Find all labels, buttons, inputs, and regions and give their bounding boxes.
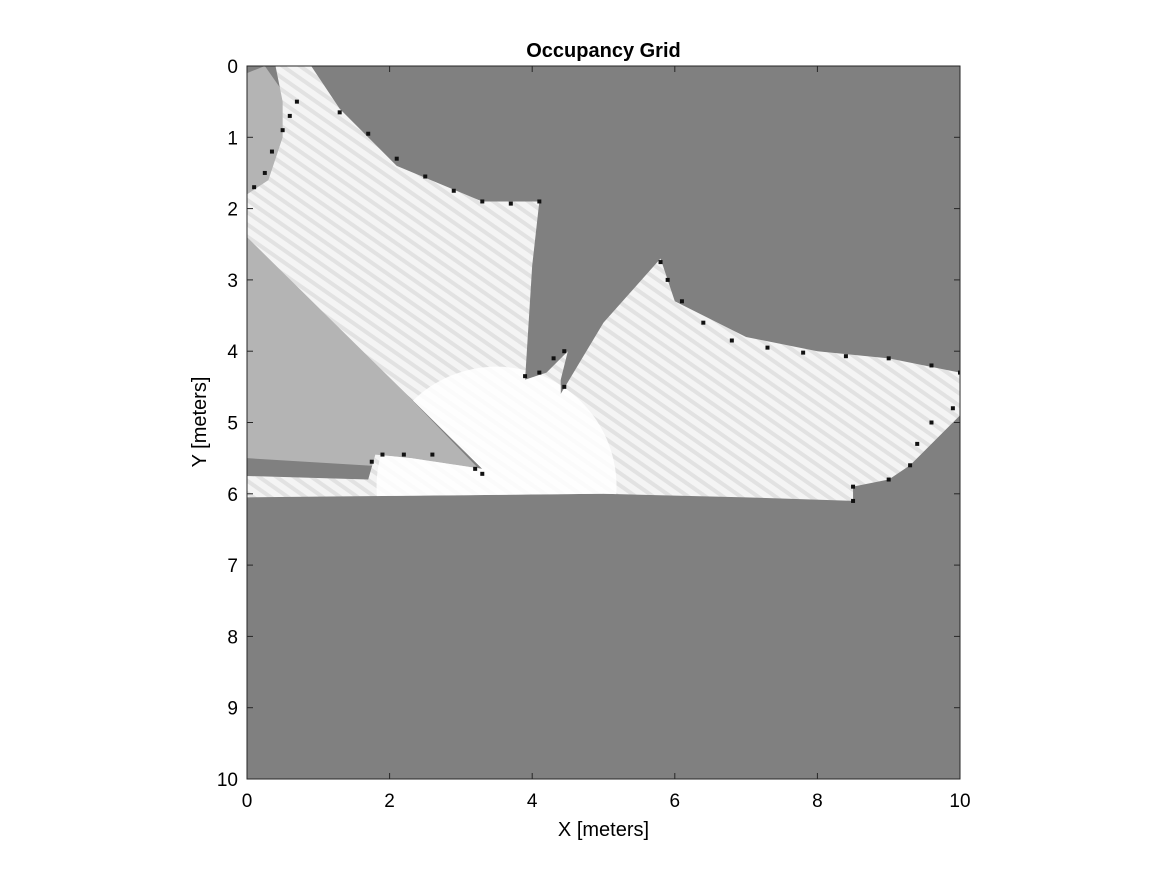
y-axis-label: Y [meters] [189,377,211,468]
y-tick-label: 6 [227,485,238,506]
x-tick-label: 0 [242,791,253,812]
occupied-cell [480,199,485,204]
occupied-cell [394,156,399,161]
occupied-cell [908,463,913,468]
occupied-cell [262,170,267,175]
y-tick-label: 9 [227,699,238,720]
chart-title: Occupancy Grid [526,40,681,62]
y-tick-label: 1 [227,128,238,149]
occupied-cell [801,350,806,355]
occupied-cell [679,299,684,304]
free-space-layer [247,66,960,501]
occupied-cell [423,174,428,179]
y-tick-label: 7 [227,556,238,577]
occupied-cell [658,260,663,265]
occupied-cell [252,185,257,190]
x-tick-label: 6 [670,791,681,812]
occupied-cell [843,354,848,359]
occupied-cell [366,131,371,136]
occupied-cell [950,406,955,411]
x-tick-label: 4 [527,791,538,812]
occupied-cell [562,384,567,389]
occupied-cell [537,199,542,204]
occupied-cell [480,471,485,476]
free-region-mid [247,66,290,198]
occupied-cell [401,452,406,457]
occupied-cell [851,484,856,489]
occupied-cell [701,320,706,325]
occupied-cell [915,441,920,446]
occupied-cell [280,128,285,133]
occupied-cell [287,113,292,118]
occupied-cell [765,345,770,350]
occupied-cell [886,477,891,482]
occupied-cell [562,349,567,354]
occupied-cell [451,188,456,193]
y-tick-label: 4 [227,342,238,363]
x-tick-label: 2 [384,791,395,812]
occupied-cell [473,466,478,471]
occupied-cell [380,452,385,457]
occupied-cell [269,149,274,154]
occupied-cell [537,370,542,375]
occupied-cell [929,363,934,368]
y-tick-label: 2 [227,200,238,221]
y-tick-label: 5 [227,414,238,435]
x-axis: 0 2 4 6 8 10 [242,66,971,812]
y-tick-label: 3 [227,271,238,292]
occupied-cells-layer [252,99,960,503]
occupied-cell [551,356,556,361]
occupied-cell [523,374,528,379]
x-tick-label: 10 [949,791,970,812]
y-tick-label: 8 [227,627,238,648]
y-axis: 0 1 2 3 4 5 6 7 8 9 10 [217,57,960,791]
y-tick-label: 0 [227,57,238,78]
occupied-cell [929,420,934,425]
occupied-cell [337,110,342,115]
occupied-cell [665,277,670,282]
x-axis-label: X [meters] [558,819,649,841]
occupied-cell [851,498,856,503]
occupied-cell [294,99,299,104]
occupied-cell [958,370,960,375]
free-region-mid [247,229,483,473]
occupied-cell [369,459,374,464]
occupied-cell [430,452,435,457]
occupied-cell [886,356,891,361]
occupied-cell [508,201,513,206]
occupied-cell [729,338,734,343]
x-tick-label: 8 [812,791,823,812]
y-tick-label: 10 [217,770,238,791]
